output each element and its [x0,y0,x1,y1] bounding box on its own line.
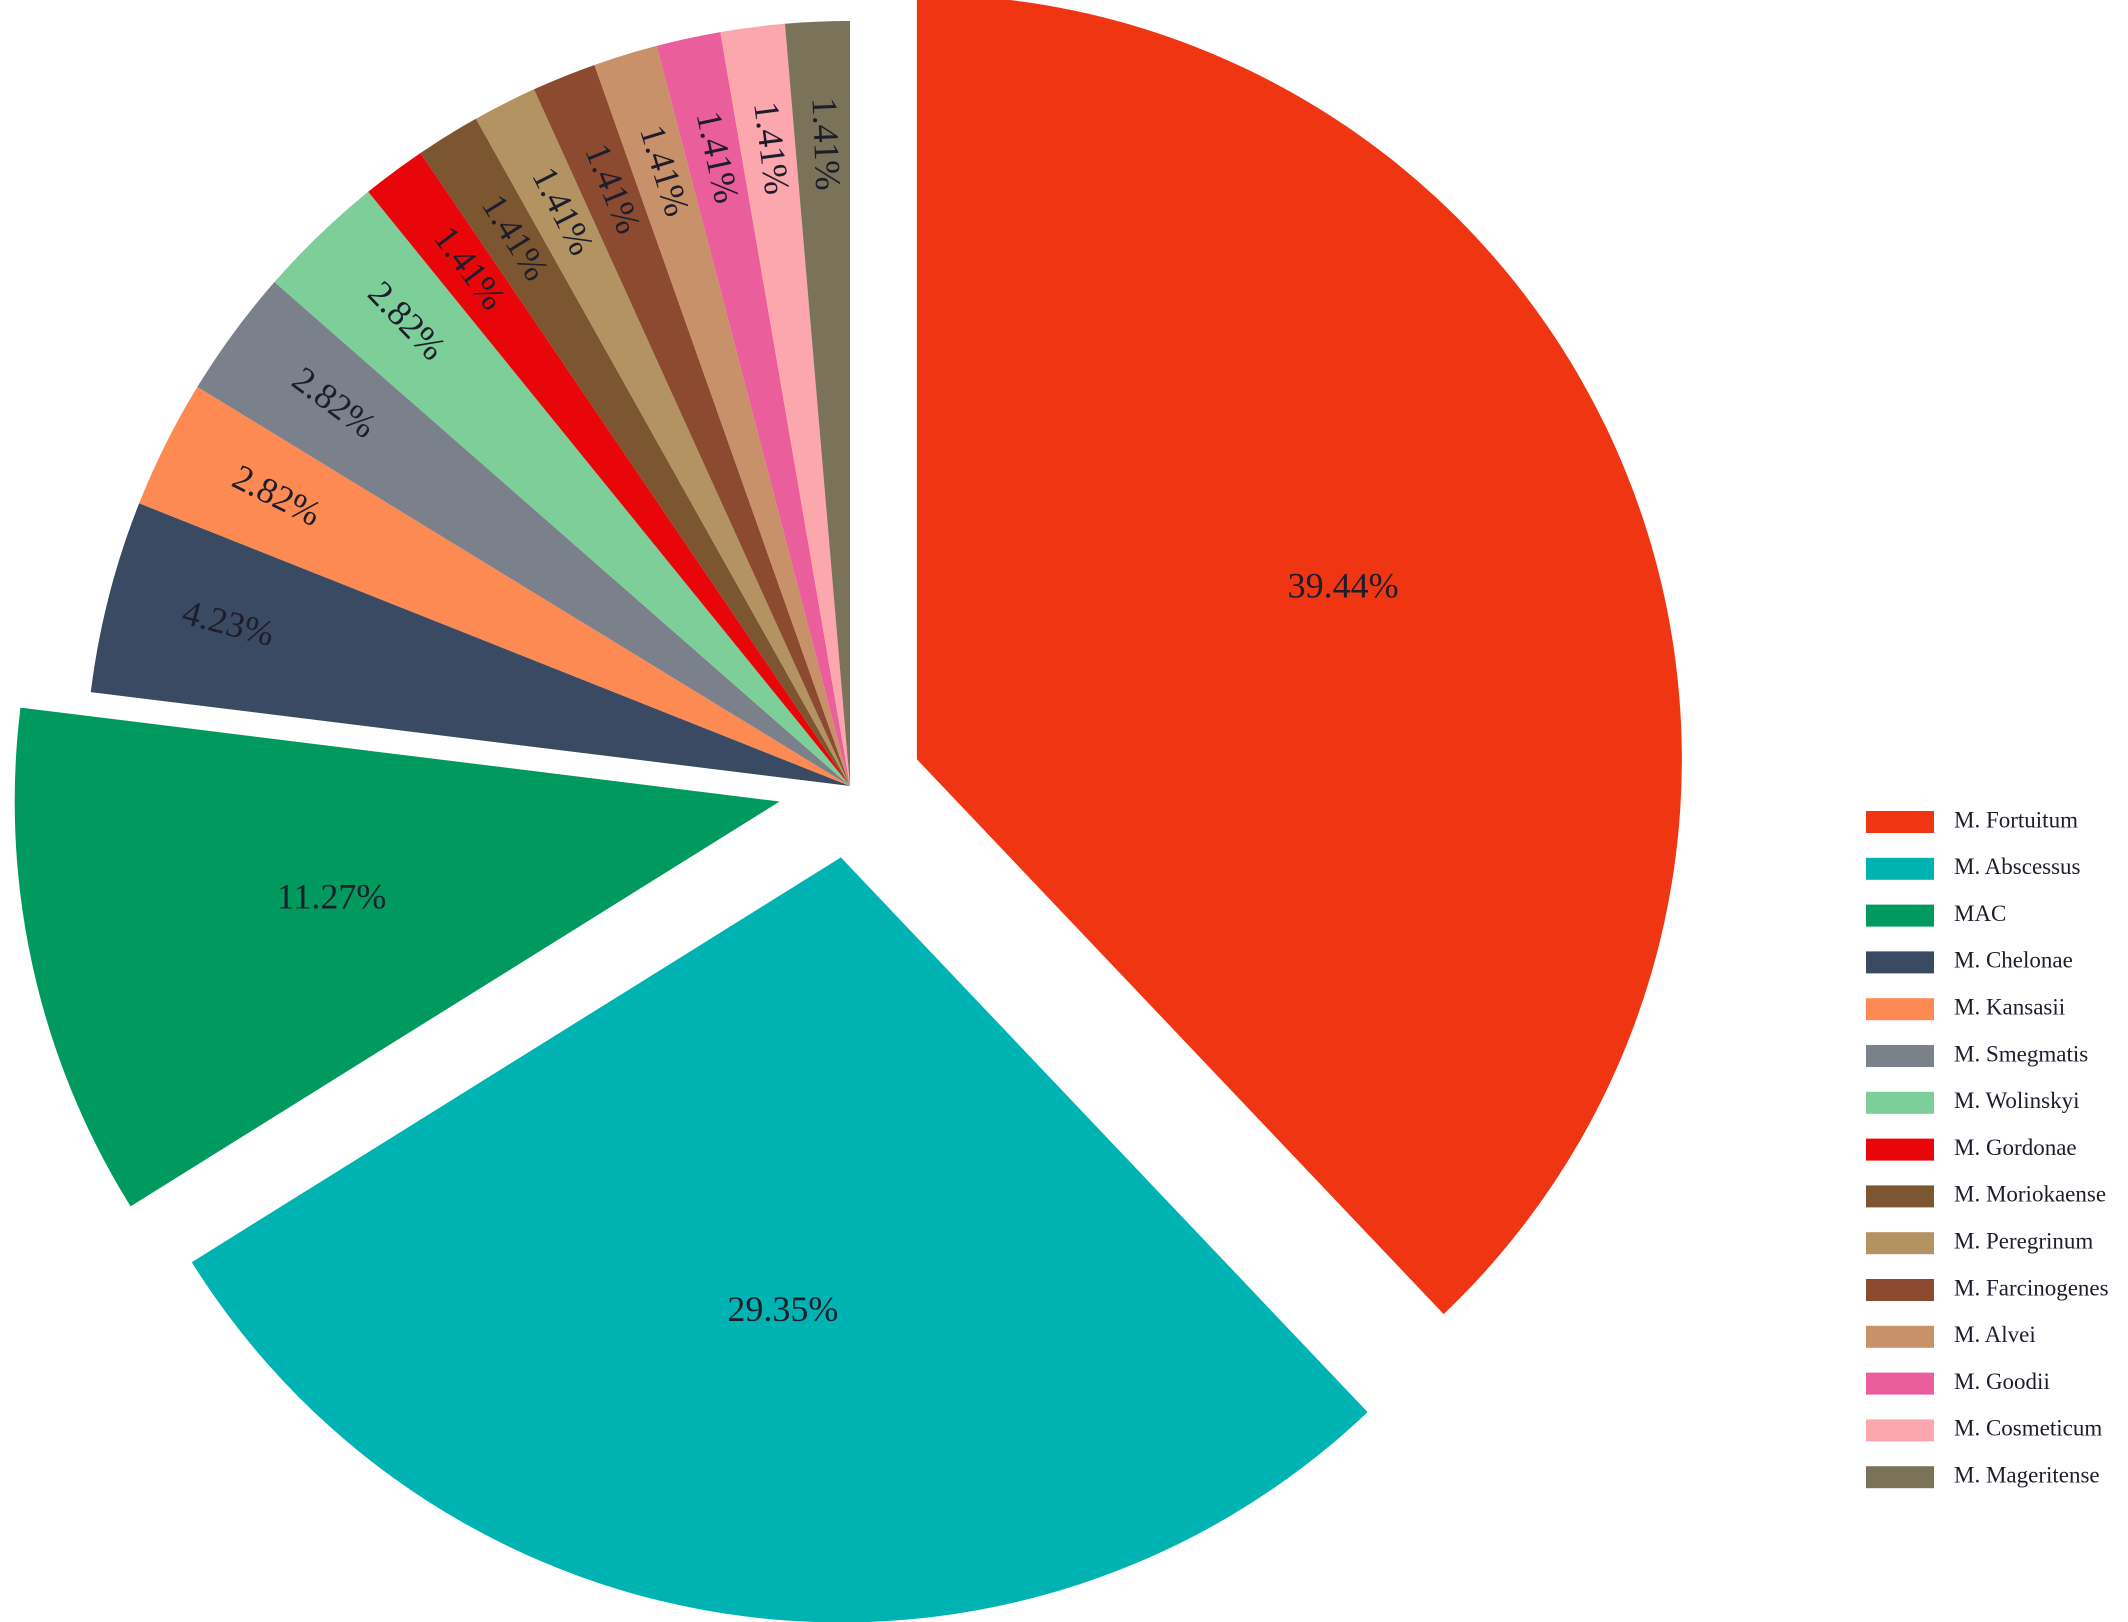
legend-swatch [1866,951,1934,974]
pie-slice [475,89,850,787]
legend-label: M. Abscessus [1954,854,2081,879]
legend-label: M. Gordonae [1954,1135,2077,1160]
pie-slice [784,21,850,786]
legend-swatch [1866,1325,1934,1348]
legend-swatch [1866,811,1934,833]
legend-swatch [1866,1232,1934,1255]
pie-slice [916,0,1682,1315]
legend-swatch [1866,1372,1934,1395]
pie-slice [534,64,850,787]
legend-label: M. Goodii [1954,1369,2050,1394]
pie-label: 39.44% [1288,565,1399,605]
legend-label: M. Moriokaense [1954,1182,2106,1207]
legend-swatch [1866,1138,1934,1161]
legend-label: M. Farcinogenes [1954,1275,2109,1300]
pie-slice [656,32,850,787]
legend-label: M. Cosmeticum [1954,1416,2102,1441]
legend-swatch [1866,1091,1934,1114]
legend-swatch [1866,1466,1934,1489]
pie-slice [368,152,850,786]
legend-swatch [1866,1279,1934,1301]
legend-swatch [1866,1045,1934,1067]
legend-label: MAC [1954,901,2006,926]
legend-label: M. Fortuitum [1954,807,2078,832]
legend-swatch [1866,904,1934,927]
pie-slice [420,118,850,786]
pie-label: 1.41% [804,97,848,192]
legend-label: M. Kansasii [1954,994,2065,1019]
legend-swatch [1866,857,1934,880]
pie-label: 29.35% [727,1289,838,1329]
legend-label: M. Mageritense [1954,1462,2100,1487]
legend-label: M. Wolinskyi [1954,1088,2080,1113]
pie-slice [139,386,850,786]
pie-slice [197,282,850,786]
legend-swatch [1866,1185,1934,1208]
legend-label: M. Peregrinum [1954,1228,2093,1253]
pie-slice [191,857,1368,1622]
pie-slice [274,191,850,787]
legend-label: M. Chelonae [1954,948,2073,973]
legend-label: M. Smegmatis [1954,1041,2088,1066]
legend-swatch [1866,998,1934,1021]
pie-slice [14,707,780,1207]
pie-slice [594,45,850,787]
pie-slice [90,503,851,786]
pie-label: 11.27% [277,877,387,917]
pie-slice [720,23,850,787]
legend-swatch [1866,1419,1934,1442]
legend-label: M. Alvei [1954,1322,2036,1347]
